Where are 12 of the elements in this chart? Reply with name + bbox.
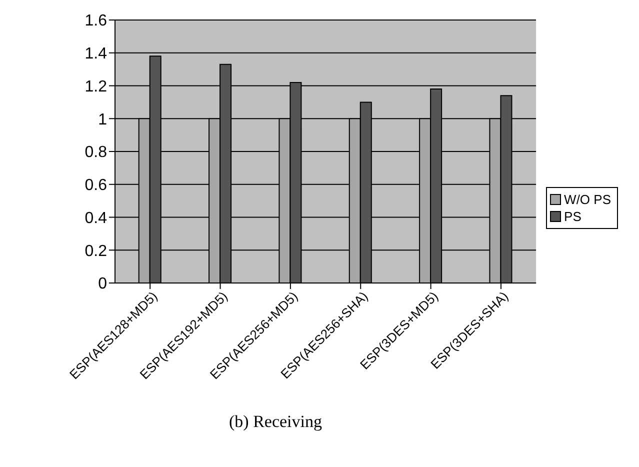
y-tick-label: 0.8 [84, 144, 108, 162]
legend-label: PS [564, 208, 582, 225]
y-tick-label: 0.4 [84, 210, 108, 227]
y-tick-label: 1.6 [84, 12, 108, 30]
y-tick-label: 1 [98, 111, 108, 128]
text: (b) Receiving [228, 412, 323, 432]
legend-label: W/O PS [564, 191, 611, 208]
y-tick-label: 0 [98, 276, 108, 293]
y-tick-label: 0.2 [84, 242, 108, 260]
y-tick-label: 1.4 [84, 46, 108, 63]
y-tick-label: 0.6 [84, 177, 108, 194]
y-tick-label: 1.2 [84, 78, 108, 96]
